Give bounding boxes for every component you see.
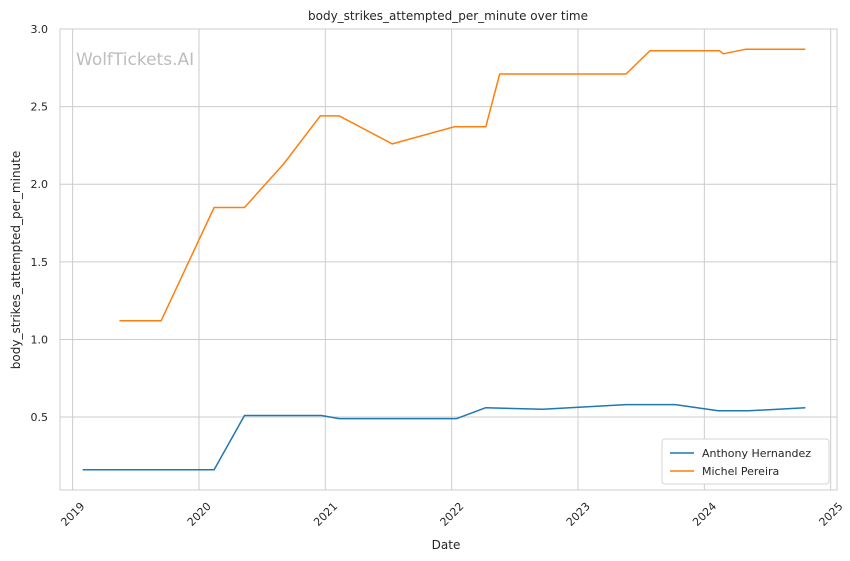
series-line-anthony-hernandez: [82, 403, 806, 471]
x-tick-label: 2022: [438, 500, 467, 529]
legend-label-michel-pereira: Michel Pereira: [702, 465, 779, 478]
y-tick-label: 2.0: [31, 178, 49, 191]
x-tick-label: 2025: [817, 500, 846, 529]
legend: Anthony Hernandez Michel Pereira: [661, 438, 830, 485]
series-line-michel-pereira: [119, 48, 806, 322]
y-tick-label: 2.5: [31, 101, 49, 114]
watermark: WolfTickets.AI: [76, 50, 194, 70]
legend-label-anthony-hernandez: Anthony Hernandez: [702, 447, 811, 460]
y-tick-label: 1.5: [31, 256, 49, 269]
x-tick-label: 2024: [690, 500, 719, 529]
chart-title: body_strikes_attempted_per_minute over t…: [308, 9, 588, 23]
y-tick-label: 0.5: [31, 411, 49, 424]
plot-frame: [59, 28, 838, 491]
legend-box: [661, 438, 830, 485]
y-axis-label: body_strikes_attempted_per_minute: [9, 151, 23, 369]
x-tick-label: 2023: [564, 500, 593, 529]
plot-area: [60, 29, 837, 490]
series-layer: [82, 48, 806, 471]
x-tick-label: 2021: [311, 500, 340, 529]
x-tick-label: 2019: [58, 500, 87, 529]
y-tick-label: 1.0: [31, 333, 49, 346]
x-tick-label: 2020: [185, 500, 214, 529]
x-axis-label: Date: [432, 538, 461, 552]
y-tick-label: 3.0: [31, 23, 49, 36]
